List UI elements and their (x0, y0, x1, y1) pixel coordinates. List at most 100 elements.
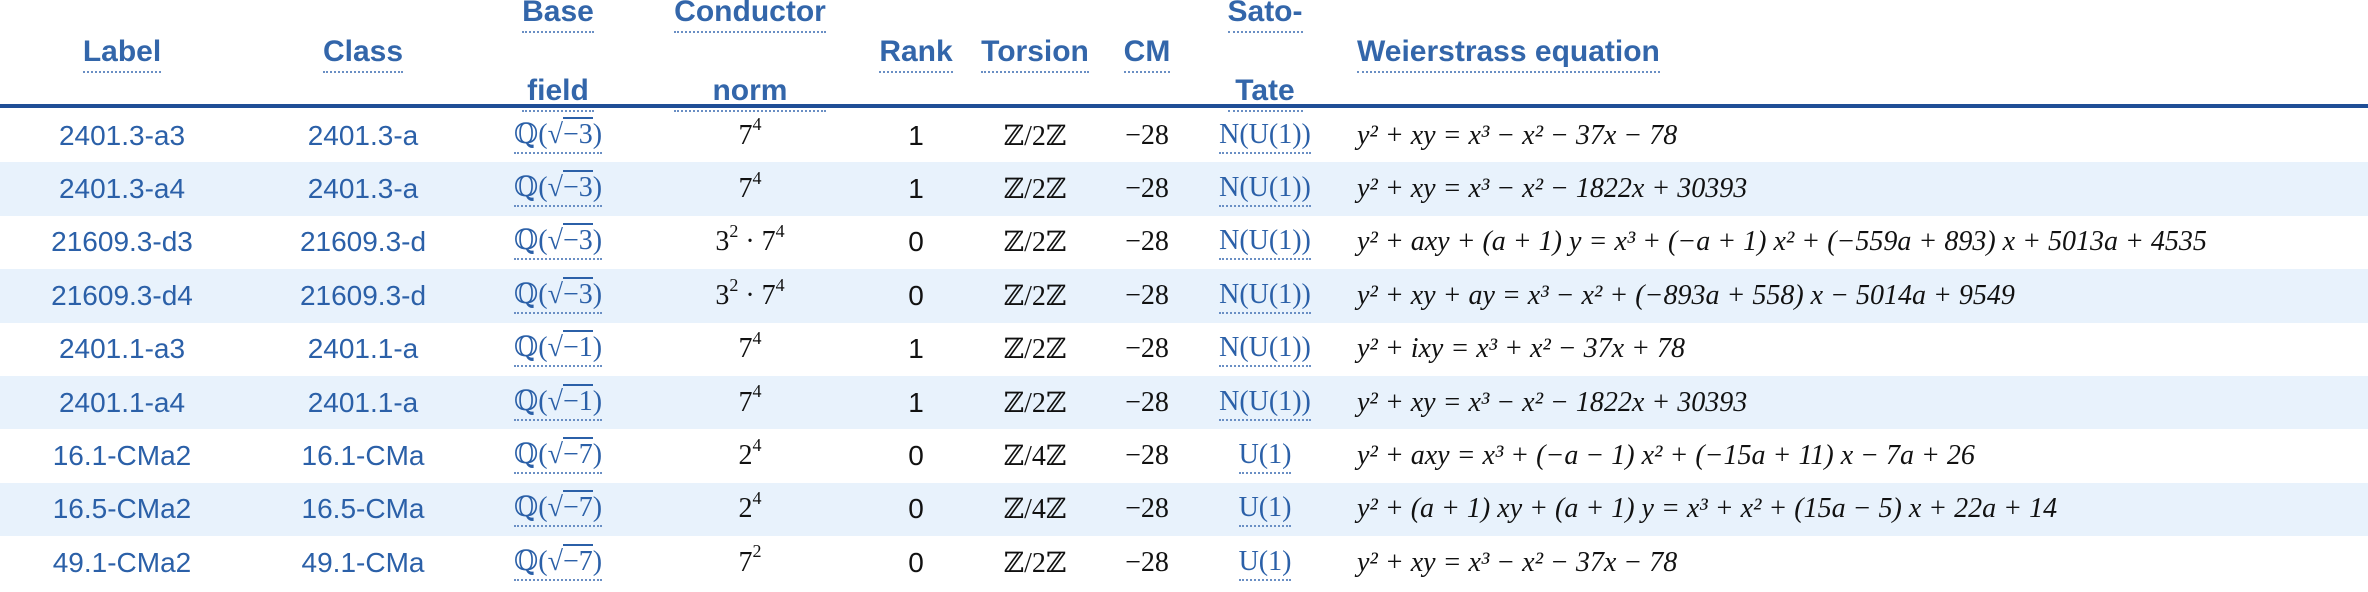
curve-label-link[interactable]: 21609.3-d3 (51, 226, 193, 258)
sato-tate-link[interactable]: U(1) (1238, 545, 1292, 581)
base-field-link[interactable]: ℚ(√−1) (513, 383, 603, 421)
base-field-link[interactable]: ℚ(√−1) (513, 330, 603, 368)
header-conductor-norm-line2[interactable]: norm (674, 72, 826, 112)
cell-base-field[interactable]: ℚ(√−1) (478, 376, 638, 429)
cell-sato-tate[interactable]: N(U(1)) (1205, 216, 1325, 269)
header-class-text[interactable]: Class (322, 32, 404, 73)
rank-value: 1 (908, 173, 924, 205)
curve-label-link[interactable]: 2401.3-a4 (58, 173, 186, 205)
cell-class[interactable]: 2401.3-a (283, 109, 443, 162)
header-sato-tate[interactable]: Sato- Tate (1205, 0, 1325, 112)
rank-value: 1 (908, 333, 924, 365)
cell-base-field[interactable]: ℚ(√−7) (478, 429, 638, 482)
sato-tate-link[interactable]: N(U(1)) (1219, 118, 1311, 154)
base-field-link[interactable]: ℚ(√−3) (513, 116, 603, 154)
sato-tate-link[interactable]: U(1) (1238, 438, 1292, 475)
cell-base-field[interactable]: ℚ(√−7) (478, 536, 638, 589)
base-field-link[interactable]: ℚ(√−3) (513, 276, 603, 314)
header-base-field-line2[interactable]: field (522, 72, 594, 112)
header-sato-tate-line2[interactable]: Tate (1227, 72, 1303, 112)
weierstrass-equation: y² + xy = x³ − x² − 1822x + 30393 (1357, 173, 1748, 205)
cell-label[interactable]: 2401.3-a4 (42, 162, 202, 215)
curve-label-link[interactable]: 16.1-CMa2 (52, 440, 192, 472)
cell-sato-tate[interactable]: N(U(1)) (1205, 376, 1325, 429)
header-cm-text[interactable]: CM (1123, 32, 1171, 73)
curve-label-link[interactable]: 2401.3-a3 (58, 119, 186, 151)
cell-class[interactable]: 16.1-CMa (283, 429, 443, 482)
cell-sato-tate[interactable]: N(U(1)) (1205, 269, 1325, 322)
cell-class[interactable]: 16.5-CMa (283, 483, 443, 536)
header-torsion-text[interactable]: Torsion (981, 32, 1089, 73)
header-sato-tate-line1[interactable]: Sato- (1227, 0, 1303, 33)
sato-tate-link[interactable]: U(1) (1238, 491, 1292, 528)
header-class[interactable]: Class (283, 0, 443, 104)
isogeny-class-link[interactable]: 21609.3-d (299, 279, 427, 311)
cell-class[interactable]: 49.1-CMa (283, 536, 443, 589)
header-base-field-text[interactable]: Base field (522, 0, 594, 151)
sato-tate-link[interactable]: N(U(1)) (1219, 278, 1311, 314)
cell-weierstrass: y² + axy + (a + 1) y = x³ + (−a + 1) x² … (1357, 216, 2368, 269)
cell-sato-tate[interactable]: N(U(1)) (1205, 323, 1325, 376)
cell-label[interactable]: 16.5-CMa2 (42, 483, 202, 536)
isogeny-class-link[interactable]: 2401.1-a (307, 386, 419, 418)
cell-label[interactable]: 2401.1-a3 (42, 323, 202, 376)
cell-base-field[interactable]: ℚ(√−1) (478, 323, 638, 376)
isogeny-class-link[interactable]: 2401.3-a (307, 173, 419, 205)
header-conductor-norm-line1[interactable]: Conductor (674, 0, 826, 33)
cell-class[interactable]: 2401.3-a (283, 162, 443, 215)
base-field-link[interactable]: ℚ(√−7) (513, 437, 603, 475)
header-sato-tate-text[interactable]: Sato- Tate (1227, 0, 1303, 151)
cell-sato-tate[interactable]: U(1) (1205, 429, 1325, 482)
curve-label-link[interactable]: 2401.1-a3 (58, 333, 186, 365)
curve-label-link[interactable]: 2401.1-a4 (58, 386, 186, 418)
base-field-link[interactable]: ℚ(√−7) (513, 490, 603, 528)
header-cm[interactable]: CM (1106, 0, 1188, 104)
sato-tate-link[interactable]: N(U(1)) (1219, 224, 1311, 261)
isogeny-class-link[interactable]: 2401.3-a (307, 119, 419, 151)
isogeny-class-link[interactable]: 21609.3-d (299, 226, 427, 258)
isogeny-class-link[interactable]: 49.1-CMa (301, 546, 425, 578)
cell-label[interactable]: 21609.3-d4 (42, 269, 202, 322)
sato-tate-link[interactable]: N(U(1)) (1219, 331, 1311, 368)
cell-base-field[interactable]: ℚ(√−3) (478, 162, 638, 215)
cell-sato-tate[interactable]: N(U(1)) (1205, 109, 1325, 162)
cell-sato-tate[interactable]: U(1) (1205, 483, 1325, 536)
header-base-field-line1[interactable]: Base (522, 0, 594, 33)
cell-label[interactable]: 2401.1-a4 (42, 376, 202, 429)
header-conductor-norm-text[interactable]: Conductor norm (674, 0, 826, 151)
cell-class[interactable]: 2401.1-a (283, 323, 443, 376)
cell-class[interactable]: 2401.1-a (283, 376, 443, 429)
curve-label-link[interactable]: 49.1-CMa2 (52, 546, 192, 578)
header-conductor-norm[interactable]: Conductor norm (650, 0, 850, 112)
header-rank[interactable]: Rank (856, 0, 976, 104)
cell-class[interactable]: 21609.3-d (283, 269, 443, 322)
isogeny-class-link[interactable]: 16.1-CMa (301, 440, 425, 472)
header-weierstrass-text[interactable]: Weierstrass equation (1357, 32, 1660, 73)
sato-tate-link[interactable]: N(U(1)) (1219, 171, 1311, 208)
cell-base-field[interactable]: ℚ(√−3) (478, 216, 638, 269)
cell-base-field[interactable]: ℚ(√−3) (478, 109, 638, 162)
header-torsion[interactable]: Torsion (965, 0, 1105, 104)
cell-base-field[interactable]: ℚ(√−7) (478, 483, 638, 536)
header-label[interactable]: Label (42, 0, 202, 104)
cell-label[interactable]: 49.1-CMa2 (42, 536, 202, 589)
header-base-field[interactable]: Base field (478, 0, 638, 112)
cell-label[interactable]: 21609.3-d3 (42, 216, 202, 269)
base-field-link[interactable]: ℚ(√−3) (513, 223, 603, 261)
base-field-link[interactable]: ℚ(√−3) (513, 170, 603, 208)
header-rank-text[interactable]: Rank (879, 32, 953, 73)
curve-label-link[interactable]: 16.5-CMa2 (52, 493, 192, 525)
header-label-text[interactable]: Label (82, 32, 162, 73)
cell-label[interactable]: 2401.3-a3 (42, 109, 202, 162)
cell-label[interactable]: 16.1-CMa2 (42, 429, 202, 482)
cell-base-field[interactable]: ℚ(√−3) (478, 269, 638, 322)
cell-sato-tate[interactable]: U(1) (1205, 536, 1325, 589)
cell-sato-tate[interactable]: N(U(1)) (1205, 162, 1325, 215)
base-field-link[interactable]: ℚ(√−7) (513, 543, 603, 581)
isogeny-class-link[interactable]: 16.5-CMa (301, 493, 425, 525)
sato-tate-link[interactable]: N(U(1)) (1219, 385, 1311, 421)
cell-class[interactable]: 21609.3-d (283, 216, 443, 269)
curve-label-link[interactable]: 21609.3-d4 (51, 279, 193, 311)
header-weierstrass[interactable]: Weierstrass equation (1357, 0, 1857, 104)
isogeny-class-link[interactable]: 2401.1-a (307, 333, 419, 365)
